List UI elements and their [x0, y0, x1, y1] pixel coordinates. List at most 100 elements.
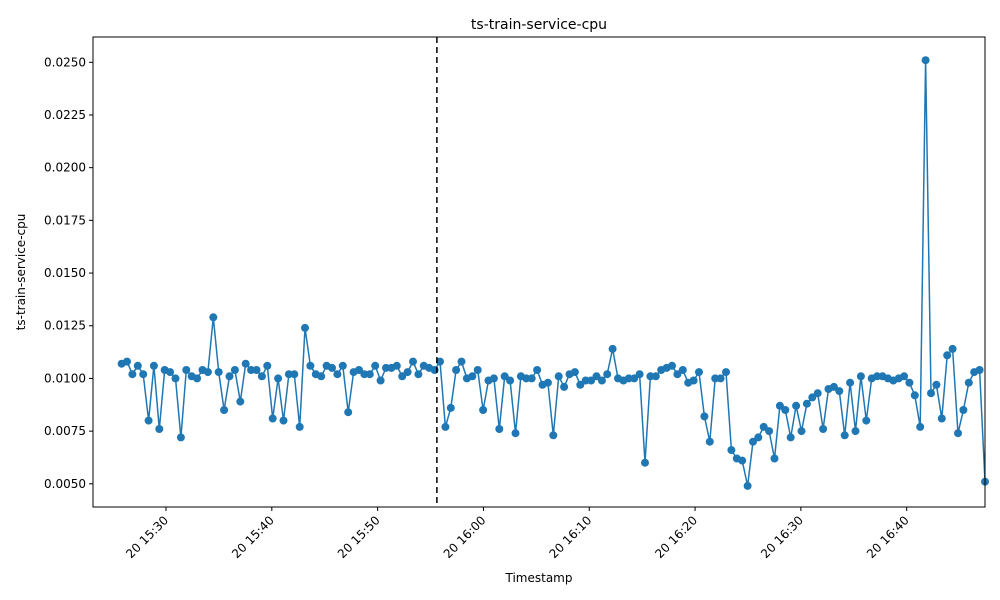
chart-title: ts-train-service-cpu — [471, 17, 607, 33]
data-point — [597, 376, 606, 385]
data-point — [301, 323, 309, 332]
data-point — [916, 422, 925, 431]
data-point — [506, 376, 515, 385]
data-point — [592, 372, 601, 381]
data-point — [705, 437, 714, 446]
data-point — [770, 454, 779, 463]
data-point — [279, 416, 288, 425]
y-tick-label: 0.0175 — [44, 213, 86, 227]
data-point — [403, 368, 412, 377]
data-point — [452, 366, 461, 374]
data-point — [840, 431, 849, 440]
data-point — [727, 446, 736, 455]
data-point — [819, 425, 828, 433]
y-tick-label: 0.0200 — [44, 161, 86, 175]
data-point — [290, 370, 299, 379]
data-point — [738, 456, 747, 465]
y-axis-label: ts-train-service-cpu — [14, 214, 28, 331]
data-point — [959, 406, 968, 414]
y-tick-label: 0.0125 — [44, 319, 86, 333]
data-point — [500, 372, 509, 381]
data-point — [792, 401, 801, 410]
data-point — [851, 427, 860, 436]
data-point — [910, 391, 919, 400]
data-point — [587, 376, 596, 385]
data-point — [570, 368, 579, 377]
data-point — [927, 389, 935, 398]
data-point — [527, 374, 536, 383]
data-point — [835, 387, 844, 396]
data-point — [749, 437, 757, 446]
data-point — [954, 429, 962, 438]
data-point — [257, 372, 266, 381]
data-point — [673, 370, 682, 379]
data-point — [333, 370, 342, 379]
data-point — [133, 361, 142, 370]
y-tick-label: 0.0075 — [44, 424, 86, 438]
data-point — [808, 393, 817, 402]
data-point — [236, 397, 245, 406]
data-point — [479, 406, 488, 414]
data-point — [193, 374, 202, 383]
data-point — [856, 372, 865, 381]
data-point — [964, 378, 973, 387]
data-point — [306, 361, 315, 370]
data-point — [182, 366, 191, 374]
data-point — [765, 427, 774, 436]
data-point — [263, 361, 272, 370]
data-point — [176, 433, 185, 442]
data-point — [797, 427, 806, 436]
data-point — [376, 376, 385, 385]
data-point — [398, 372, 407, 381]
data-point — [225, 372, 234, 381]
data-point — [700, 412, 709, 421]
data-point — [786, 433, 795, 442]
data-point — [241, 359, 250, 368]
data-point — [775, 401, 784, 410]
y-tick-label: 0.0100 — [44, 371, 86, 385]
y-tick-label: 0.0050 — [44, 477, 86, 491]
y-axis: 0.0050 0.0075 0.0100 0.0125 0.0150 0.0175 0.02… — [44, 55, 93, 491]
data-point — [560, 382, 569, 391]
data-point — [446, 403, 455, 412]
data-point — [716, 374, 725, 383]
data-point — [781, 406, 790, 414]
data-point — [203, 368, 212, 377]
data-point — [328, 363, 336, 372]
data-point — [921, 56, 930, 65]
data-point — [608, 344, 617, 353]
data-point — [268, 414, 277, 423]
data-point — [155, 425, 164, 433]
plot-content — [117, 37, 989, 507]
data-point — [948, 344, 957, 353]
data-point — [802, 399, 811, 408]
data-point — [123, 357, 131, 366]
data-point — [754, 433, 763, 442]
data-point — [511, 429, 520, 438]
data-point — [975, 366, 984, 374]
data-point — [317, 372, 326, 381]
data-point — [489, 374, 498, 383]
data-point — [468, 372, 477, 381]
data-point — [220, 406, 229, 414]
y-tick-label: 0.0225 — [44, 108, 86, 122]
data-point — [128, 370, 137, 379]
data-point — [355, 366, 363, 374]
x-axis-label: Timestamp — [505, 571, 573, 585]
data-point — [695, 368, 703, 377]
data-point — [473, 366, 482, 374]
data-point — [457, 357, 466, 366]
data-point — [862, 416, 871, 425]
data-point — [549, 431, 558, 440]
data-point — [813, 389, 822, 398]
plot-frame — [92, 36, 986, 508]
data-point — [139, 370, 148, 379]
data-point — [149, 361, 158, 370]
y-tick-label: 0.0150 — [44, 266, 86, 280]
data-point — [295, 422, 304, 431]
data-point — [576, 380, 585, 389]
data-point — [905, 378, 914, 387]
data-point — [943, 351, 952, 360]
data-point — [230, 366, 239, 374]
